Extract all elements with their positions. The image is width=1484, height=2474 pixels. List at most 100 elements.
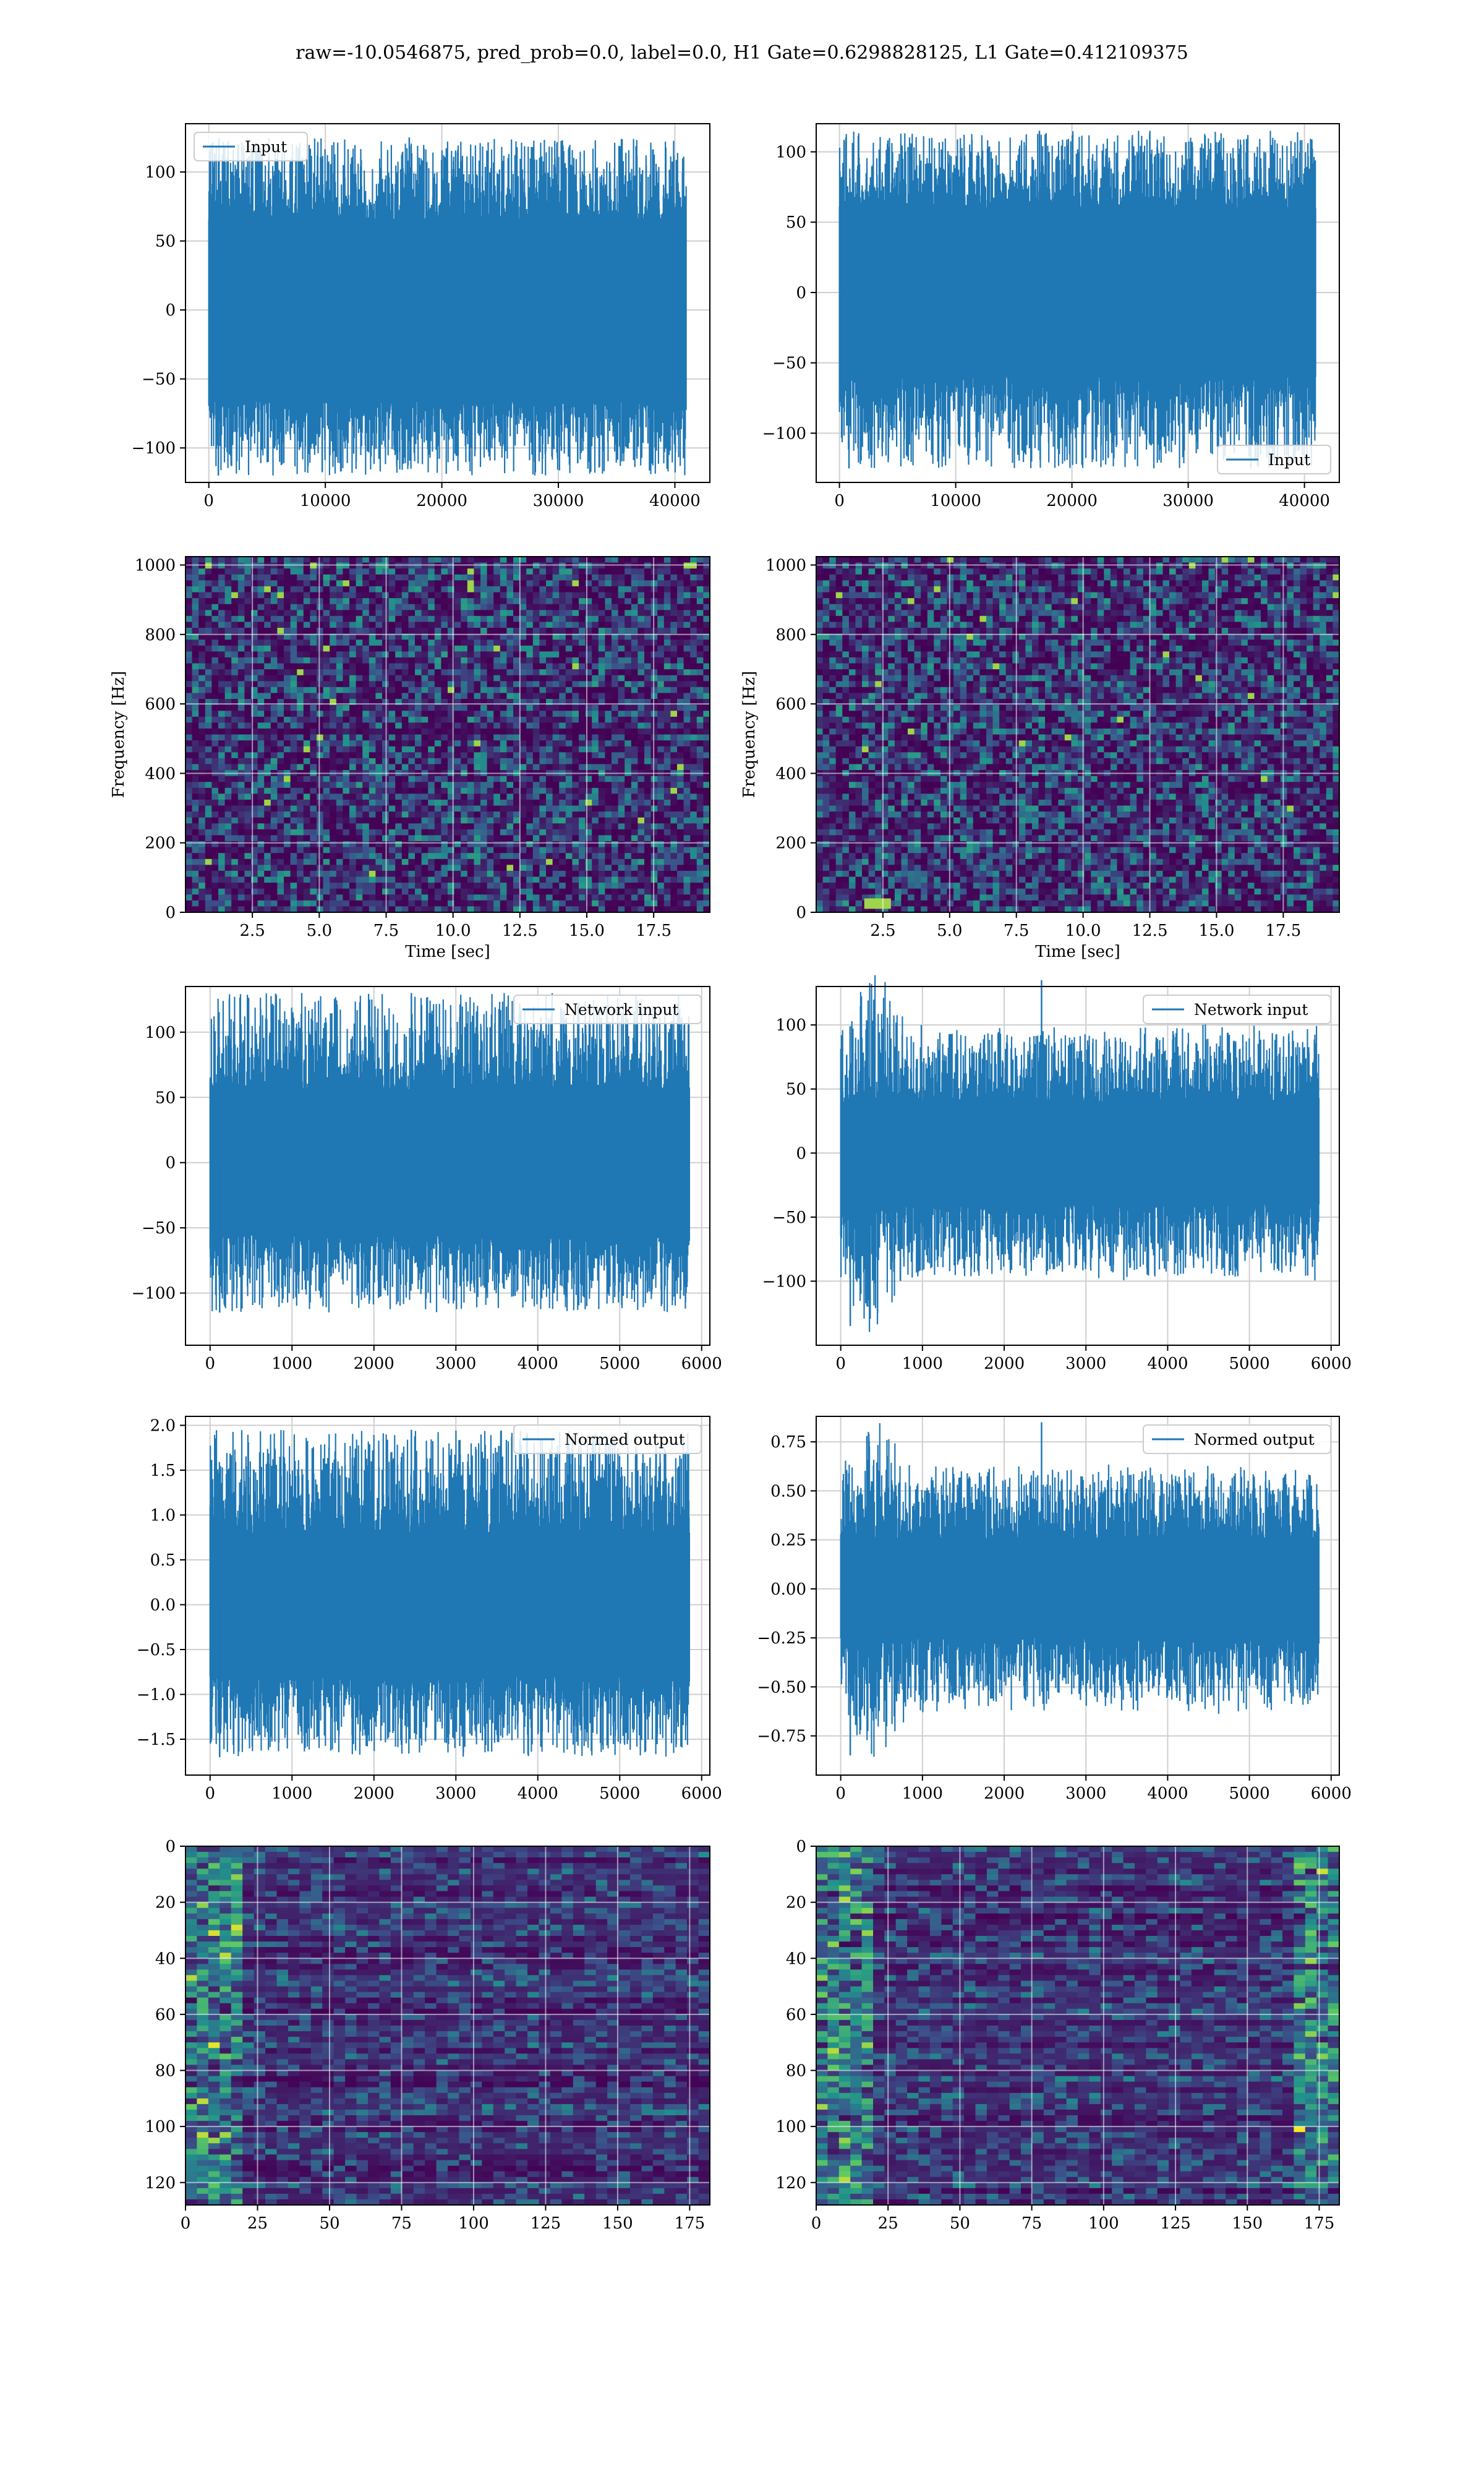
heatmap-cell xyxy=(356,633,363,640)
heatmap-cell xyxy=(448,782,455,789)
heatmap-cell xyxy=(205,681,212,688)
heatmap-cell xyxy=(297,740,304,747)
heatmap-cell xyxy=(244,711,252,717)
heatmap-cell xyxy=(690,883,697,889)
heatmap-cell xyxy=(277,782,284,789)
heatmap-cell xyxy=(532,615,540,622)
heatmap-cell xyxy=(487,888,494,895)
heatmap-cell xyxy=(690,574,697,581)
heatmap-cell xyxy=(369,604,376,610)
legend-box xyxy=(194,132,308,161)
heatmap-cell xyxy=(257,675,265,682)
heatmap-cell xyxy=(513,888,521,895)
heatmap-cell xyxy=(526,592,534,599)
heatmap-cell xyxy=(696,716,704,723)
heatmap-cell xyxy=(186,870,193,878)
heatmap-cell xyxy=(395,906,403,913)
heatmap-cell xyxy=(657,633,665,640)
heatmap-cell xyxy=(251,841,258,848)
heatmap-cell xyxy=(592,598,599,605)
heatmap-cell xyxy=(330,651,337,658)
heatmap-cell xyxy=(663,823,671,830)
heatmap-cell xyxy=(644,557,652,563)
heatmap-cell xyxy=(598,716,605,723)
heatmap-cell xyxy=(205,752,212,759)
heatmap-cell xyxy=(670,894,678,901)
heatmap-cell xyxy=(631,681,638,688)
heatmap-cell xyxy=(237,557,245,563)
heatmap-cell xyxy=(625,615,632,622)
heatmap-cell xyxy=(323,858,330,865)
heatmap-cell xyxy=(506,574,514,581)
heatmap-cell xyxy=(356,711,363,717)
heatmap-cell xyxy=(546,615,553,622)
heatmap-cell xyxy=(519,752,527,759)
heatmap-cell xyxy=(401,699,409,706)
heatmap-cell xyxy=(546,906,553,913)
heatmap-cell xyxy=(388,592,396,599)
heatmap-cell xyxy=(310,622,317,628)
heatmap-cell xyxy=(428,853,435,860)
heatmap-cell xyxy=(480,841,488,848)
heatmap-cell xyxy=(395,586,403,593)
heatmap-cell xyxy=(421,610,429,617)
heatmap-cell xyxy=(290,865,297,871)
heatmap-cell xyxy=(395,574,403,581)
heatmap-cell xyxy=(816,817,824,824)
heatmap-cell xyxy=(454,794,461,800)
heatmap-cell xyxy=(303,817,310,824)
heatmap-cell xyxy=(644,728,652,735)
heatmap-cell xyxy=(310,858,317,865)
heatmap-cell xyxy=(526,568,534,575)
heatmap-cell xyxy=(552,598,560,605)
heatmap-cell xyxy=(408,883,416,889)
heatmap-cell xyxy=(362,835,370,842)
heatmap-cell xyxy=(816,823,824,830)
heatmap-cell xyxy=(519,870,527,878)
heatmap-cell xyxy=(310,604,317,610)
heatmap-cell xyxy=(625,817,632,824)
heatmap-cell xyxy=(513,906,521,913)
heatmap-cell xyxy=(546,663,553,670)
heatmap-cell xyxy=(519,858,527,865)
heatmap-cell xyxy=(343,799,350,807)
heatmap-cell xyxy=(625,622,632,628)
heatmap-cell xyxy=(480,799,488,807)
heatmap-cell xyxy=(526,586,534,593)
heatmap-cell xyxy=(696,722,704,729)
heatmap-cell xyxy=(480,865,488,871)
heatmap-cell xyxy=(441,883,448,889)
heatmap-cell xyxy=(343,574,350,581)
heatmap-cell xyxy=(277,906,284,913)
heatmap-cell xyxy=(513,640,521,646)
heatmap-cell xyxy=(211,604,219,610)
heatmap-cell xyxy=(211,787,219,794)
heatmap-cell xyxy=(677,663,684,670)
heatmap-cell xyxy=(474,633,481,640)
heatmap-cell xyxy=(670,663,678,670)
heatmap-cell xyxy=(375,722,383,729)
heatmap-cell xyxy=(500,722,507,729)
heatmap-cell xyxy=(493,829,501,836)
heatmap-cell xyxy=(277,764,284,771)
heatmap-cell xyxy=(605,858,612,865)
heatmap-cell xyxy=(251,740,258,747)
heatmap-cell xyxy=(401,900,409,907)
heatmap-cell xyxy=(408,693,416,700)
heatmap-cell xyxy=(330,782,337,789)
heatmap-cell xyxy=(297,669,304,676)
heatmap-cell xyxy=(683,734,691,741)
heatmap-cell xyxy=(526,645,534,652)
heatmap-cell xyxy=(650,574,658,581)
x-tick-label: 17.5 xyxy=(636,922,672,940)
heatmap-cell xyxy=(198,716,206,723)
heatmap-cell xyxy=(251,562,258,569)
heatmap-cell xyxy=(625,693,632,700)
heatmap-cell xyxy=(277,858,284,865)
heatmap-cell xyxy=(690,870,697,878)
heatmap-cell xyxy=(303,598,310,605)
heatmap-cell xyxy=(224,645,232,652)
heatmap-cell xyxy=(297,615,304,622)
heatmap-cell xyxy=(428,633,435,640)
heatmap-cell xyxy=(552,865,560,871)
